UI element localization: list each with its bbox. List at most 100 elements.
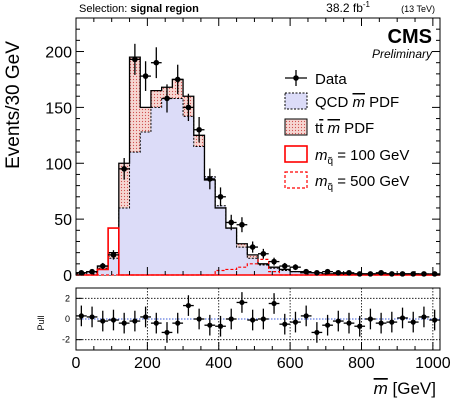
data-point-marker	[292, 264, 299, 270]
data-point-marker	[185, 104, 192, 111]
pull-point	[365, 308, 376, 330]
pull-point-marker	[110, 317, 117, 323]
pull-point-marker	[282, 321, 288, 327]
pull-point	[108, 309, 119, 331]
energy-label: (13 TeV)	[401, 4, 435, 14]
pull-point	[76, 305, 87, 327]
pull-point-marker	[196, 316, 202, 322]
x-tick-label: 600	[277, 355, 304, 372]
pull-point-marker	[346, 320, 352, 326]
x-tick-label: 200	[134, 355, 161, 372]
pull-y-tick-label: -2	[62, 335, 70, 345]
pull-point	[225, 308, 237, 330]
data-point-marker	[399, 271, 406, 277]
y-tick-label: 150	[45, 100, 72, 117]
data-point	[225, 214, 237, 231]
luminosity-label: 38.2 fb-1	[326, 0, 370, 15]
pull-point-marker	[217, 323, 224, 329]
data-point-marker	[228, 219, 235, 226]
pull-point-marker	[399, 315, 406, 321]
pull-point-marker	[335, 318, 341, 324]
pull-y-tick-label: 2	[65, 293, 70, 303]
data-point	[290, 264, 301, 271]
pull-point	[204, 314, 216, 336]
data-point	[183, 93, 194, 122]
pull-point	[150, 312, 162, 334]
data-point-marker	[249, 244, 256, 250]
data-point	[161, 84, 173, 113]
legend-entry-qcd: QCD m PDF	[284, 92, 399, 111]
legend-data-label: Data	[315, 71, 347, 88]
pull-point	[375, 312, 387, 334]
pull-point-marker	[132, 318, 138, 324]
legend-signal-100-label: mq̃ = 100 GeV	[315, 147, 409, 167]
pull-point	[386, 311, 398, 333]
legend-ttbar-swatch	[284, 118, 308, 136]
pull-point	[193, 308, 205, 330]
pull-point	[268, 293, 280, 314]
data-point	[108, 250, 119, 260]
pull-point	[215, 315, 226, 337]
data-point-marker	[314, 269, 320, 276]
data-point	[215, 187, 226, 207]
qcd-pdf-area	[76, 98, 440, 275]
pull-point	[118, 312, 130, 334]
data-point-marker	[239, 221, 245, 228]
data-point	[418, 271, 430, 277]
pull-point-marker	[207, 322, 213, 328]
pull-point	[354, 315, 366, 337]
pull-point-marker	[100, 318, 106, 324]
pull-point	[429, 309, 440, 331]
data-point	[193, 117, 205, 143]
data-point-marker	[367, 271, 374, 277]
pull-point-marker	[239, 299, 245, 306]
data-point	[429, 271, 440, 277]
pull-point-marker	[314, 329, 320, 336]
data-point-marker	[78, 269, 85, 276]
legend: Data QCD m PDF tt m PDF mq̃ = 100 GeV mq…	[284, 70, 409, 193]
data-point	[204, 168, 216, 190]
pull-point	[407, 311, 419, 333]
signal-100-line	[76, 227, 440, 276]
data-point-marker	[389, 271, 395, 277]
legend-qcd-label: QCD m PDF	[315, 94, 399, 111]
pull-point	[258, 308, 269, 330]
data-point-marker	[110, 252, 117, 258]
y-tick-label: 50	[54, 212, 72, 229]
pull-point	[397, 307, 408, 329]
data-point	[354, 271, 366, 277]
data-point	[365, 271, 376, 277]
data-point	[332, 269, 344, 276]
data-point	[97, 262, 109, 270]
legend-entry-signal-500: mq̃ = 500 GeV	[284, 171, 409, 193]
pull-point	[161, 322, 173, 343]
pull-point	[97, 310, 109, 332]
pull-point	[247, 309, 258, 331]
data-point	[268, 257, 280, 266]
pull-point-marker	[389, 319, 395, 325]
experiment-label: CMS	[388, 26, 432, 48]
data-point	[258, 248, 269, 259]
y-tick-label: 0	[63, 268, 72, 285]
x-axis-label: m [GeV]	[374, 379, 436, 398]
pull-point	[279, 313, 291, 335]
pull-point-marker	[303, 313, 309, 319]
legend-signal-500-label: mq̃ = 500 GeV	[315, 173, 409, 193]
pull-point	[311, 322, 323, 343]
data-point-marker	[164, 95, 170, 102]
pull-point	[86, 306, 98, 328]
selection-label: Selection: signal region	[79, 3, 199, 15]
data-point	[311, 269, 323, 276]
data-point	[118, 158, 130, 180]
data-point-marker	[121, 166, 127, 172]
pull-axis-label: Pull	[36, 315, 46, 330]
data-point-marker	[153, 59, 160, 66]
data-point	[150, 47, 162, 79]
x-tick-label: 400	[205, 355, 232, 372]
pull-point	[343, 312, 355, 334]
pull-point-marker	[250, 317, 256, 323]
data-point	[397, 271, 408, 277]
data-point-marker	[99, 263, 106, 269]
